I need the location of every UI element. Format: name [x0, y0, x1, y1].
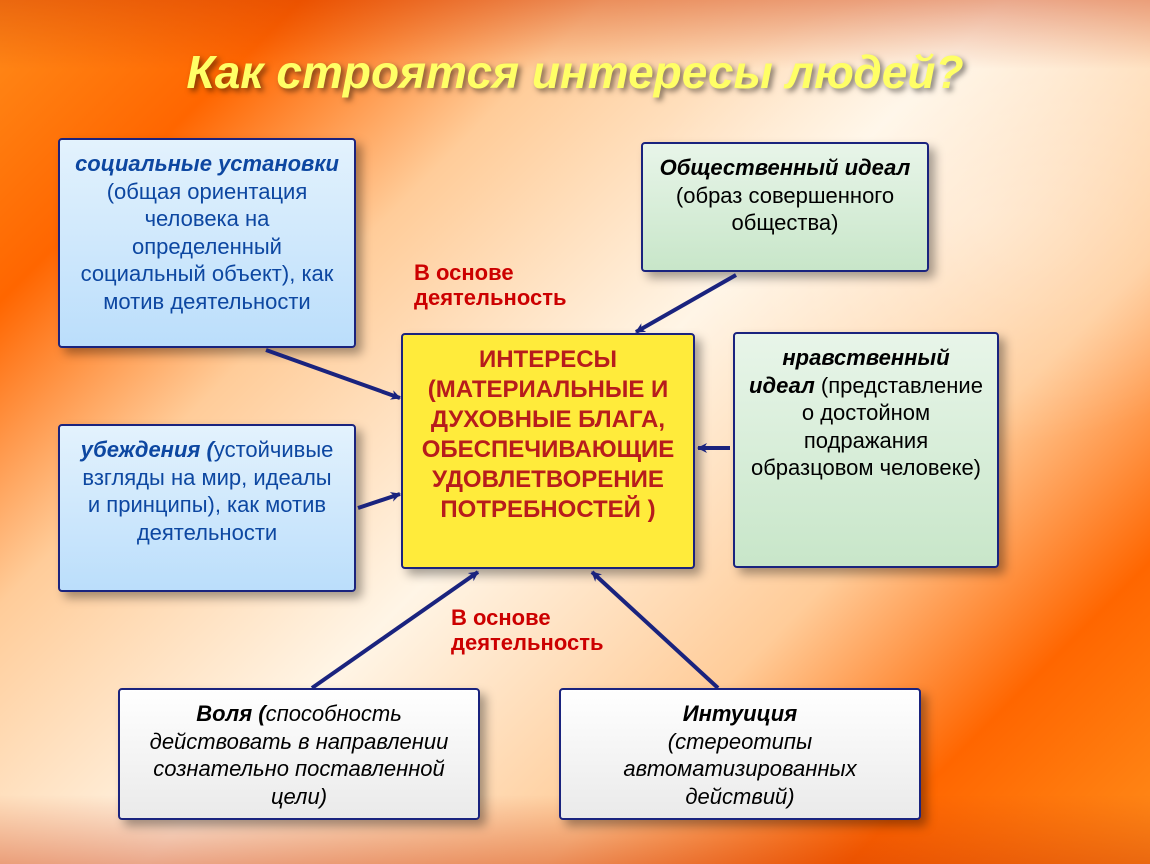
- heading: Интуиция: [683, 701, 797, 726]
- slide-title: Как строятся интересы людей?: [0, 45, 1150, 99]
- body: способность действовать в направлении со…: [150, 701, 449, 809]
- heading: убеждения (: [81, 437, 214, 462]
- box-beliefs: убеждения (устойчивые взгляды на мир, ид…: [58, 424, 356, 592]
- box-will: Воля (способность действовать в направле…: [118, 688, 480, 820]
- interests-line-a: ИНТЕРЕСЫ: [479, 346, 617, 373]
- heading: Общественный идеал: [660, 155, 911, 180]
- box-interests: ИНТЕРЕСЫ (МАТЕРИАЛЬНЫЕ И ДУХОВНЫЕ БЛАГА,…: [401, 333, 695, 569]
- body: (стереотипы автоматизированных действий): [623, 729, 856, 809]
- heading: социальные установки: [75, 151, 339, 176]
- body: (общая ориентация человека на определенн…: [81, 179, 334, 314]
- body: (образ совершенного общества): [676, 183, 894, 236]
- annotation-top: В основе деятельность: [414, 260, 567, 311]
- box-social-ideal: Общественный идеал (образ совершенного о…: [641, 142, 929, 272]
- interests-line-b: (МАТЕРИАЛЬНЫЕ И ДУХОВНЫЕ БЛАГА, ОБЕСПЕЧИ…: [422, 376, 675, 523]
- box-social-attitudes: социальные установки (общая ориентация ч…: [58, 138, 356, 348]
- box-moral-ideal: нравственный идеал (представление о дост…: [733, 332, 999, 568]
- box-intuition: Интуиция (стереотипы автоматизированных д…: [559, 688, 921, 820]
- annotation-bottom: В основе деятельность: [451, 605, 604, 656]
- heading: Воля (: [196, 701, 265, 726]
